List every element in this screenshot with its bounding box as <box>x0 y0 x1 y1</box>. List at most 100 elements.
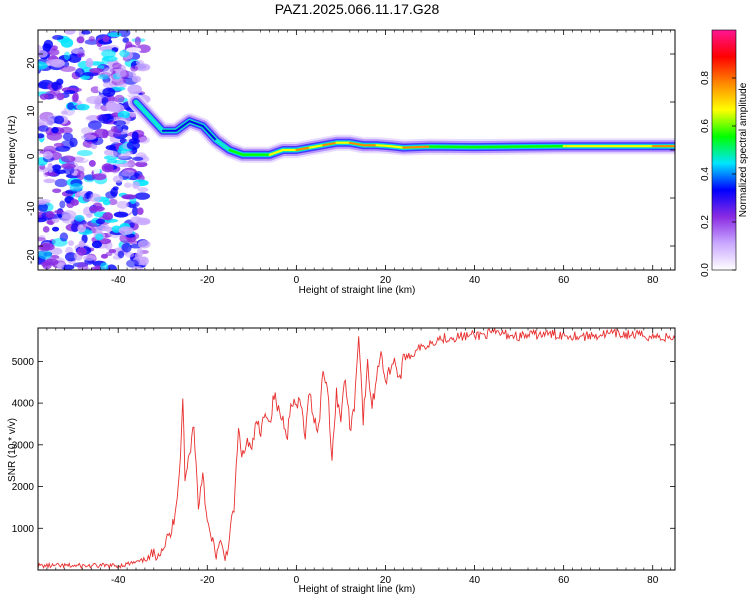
noise-blob <box>95 218 106 225</box>
noise-blob <box>113 159 128 165</box>
noise-blob <box>101 49 116 58</box>
snr-y-tick-label: 2000 <box>12 482 35 493</box>
noise-blob <box>89 67 104 74</box>
spectrogram-y-tick-label: -10 <box>26 201 37 216</box>
noise-blob <box>126 259 139 268</box>
noise-blob <box>78 240 85 248</box>
noise-blob <box>54 115 65 125</box>
noise-blob <box>131 266 144 270</box>
noise-blob <box>38 200 48 205</box>
ridge-core-segment <box>215 139 231 151</box>
ridge-core-segment <box>388 145 405 149</box>
noise-blob <box>52 226 60 232</box>
noise-blob <box>116 200 129 209</box>
noise-blob <box>76 150 93 157</box>
noise-blob <box>115 68 127 78</box>
noise-blob <box>59 200 66 209</box>
noise-blob <box>137 187 149 193</box>
noise-blob <box>94 128 109 139</box>
noise-blob <box>45 59 61 67</box>
noise-blob <box>89 205 105 212</box>
noise-blob <box>38 243 51 252</box>
colorbar-tick-label: 0.2 <box>700 215 711 229</box>
ridge-core-segment <box>135 101 151 118</box>
ridge-core-segment <box>348 141 365 147</box>
noise-blob <box>126 140 140 150</box>
noise-blob <box>119 49 130 58</box>
noise-blob <box>101 163 114 173</box>
noise-blob <box>38 133 45 139</box>
noise-blob <box>74 214 85 222</box>
noise-blob <box>110 86 126 91</box>
noise-blob <box>61 163 76 169</box>
spectrogram-y-tick-label: -20 <box>26 249 37 264</box>
noise-blob <box>76 170 85 181</box>
noise-blob <box>126 200 140 208</box>
spectrogram-panel: -40 -20 0 20 40 60 80 -20 -10 0 10 20 Height of str… <box>7 29 676 296</box>
noise-blob <box>88 36 95 42</box>
spectrogram-x-tick-label: 0 <box>294 275 300 286</box>
snr-x-tick-label: -40 <box>111 575 126 586</box>
spectrogram-y-tick-label: 0 <box>26 153 37 159</box>
noise-blob <box>101 226 115 232</box>
noise-blob <box>100 262 109 270</box>
ridge-core-segment <box>308 144 325 149</box>
noise-blob <box>81 30 91 35</box>
noise-blob <box>63 30 76 35</box>
snr-plot-area <box>38 328 675 570</box>
noise-blob <box>134 63 151 72</box>
ridge-core-segment <box>295 146 311 151</box>
noise-blob <box>127 84 143 95</box>
chart-title: PAZ1.2025.066.11.17.G28 <box>275 1 440 17</box>
spectrogram-x-tick-label: -40 <box>111 275 126 286</box>
noise-blob <box>113 211 129 218</box>
noise-blob <box>38 203 48 213</box>
noise-blob <box>59 232 69 242</box>
noise-blob <box>61 210 77 220</box>
noise-blob <box>103 149 113 156</box>
spectrogram-x-tick-label: -20 <box>200 275 215 286</box>
noise-blob <box>47 162 54 173</box>
noise-blob <box>38 249 52 260</box>
noise-blob <box>76 247 87 256</box>
snr-panel: -40 -20 0 20 40 60 80 1000 2000 3000 4000 5000 Heig… <box>7 327 676 595</box>
ridge-core-segment <box>322 141 338 147</box>
noise-blob <box>67 102 74 110</box>
noise-blob <box>102 35 110 43</box>
ridge-core-segment <box>188 120 204 127</box>
noise-blob <box>62 132 74 141</box>
noise-blob <box>93 167 100 175</box>
noise-blob <box>98 74 109 80</box>
noise-blob <box>88 159 96 167</box>
noise-blob <box>70 199 79 206</box>
noise-blob <box>97 65 105 70</box>
noise-blob <box>54 178 68 188</box>
noise-blob <box>117 110 131 119</box>
snr-y-label: SNR (10 * v/v) <box>7 418 18 482</box>
ridge-core-segment <box>375 144 391 148</box>
noise-blob <box>86 95 102 105</box>
noise-blob <box>88 193 102 203</box>
noise-blob <box>132 75 142 83</box>
noise-blob <box>38 125 49 132</box>
noise-blob <box>52 164 62 171</box>
noise-blob <box>110 125 118 133</box>
noise-blob <box>106 128 122 138</box>
noise-blob <box>45 210 55 219</box>
spectrogram-x-tick-label: 40 <box>469 275 481 286</box>
snr-x-tick-label: 40 <box>469 575 481 586</box>
colorbar-ticks: 0.0 0.2 0.4 0.6 0.8 <box>700 71 736 277</box>
noise-blob <box>46 131 63 141</box>
spectrogram-x-tick-label: 80 <box>647 275 659 286</box>
noise-blob <box>76 103 90 111</box>
noise-blob <box>132 181 141 190</box>
noise-blob <box>88 120 102 131</box>
noise-blob <box>117 250 125 259</box>
noise-blob <box>134 36 141 46</box>
noise-blob <box>84 192 91 200</box>
ridge-core-segment <box>201 125 218 142</box>
noise-blob <box>102 81 114 89</box>
noise-blob <box>91 240 103 249</box>
snr-x-tick-label: 0 <box>294 575 300 586</box>
